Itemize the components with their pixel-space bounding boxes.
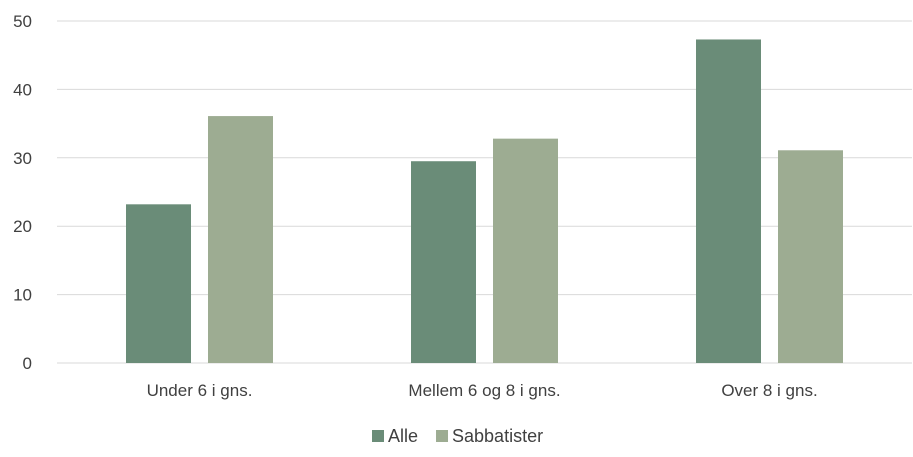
x-category-label-2: Over 8 i gns.: [721, 381, 817, 400]
x-category-label-0: Under 6 i gns.: [147, 381, 253, 400]
gridlines: [57, 20, 912, 364]
y-tick-label-50: 50: [13, 12, 32, 31]
legend: Alle Sabbatister: [372, 426, 543, 446]
bar-sabbatister-1: [493, 138, 558, 363]
y-tick-label-20: 20: [13, 217, 32, 236]
y-tick-label-10: 10: [13, 286, 32, 305]
bar-alle-2: [696, 39, 761, 364]
bar-sabbatister-0: [208, 116, 273, 364]
legend-label-alle: Alle: [388, 426, 418, 446]
x-axis-category-labels: Under 6 i gns. Mellem 6 og 8 i gns. Over 8…: [147, 381, 818, 400]
y-tick-label-40: 40: [13, 80, 32, 99]
x-category-label-1: Mellem 6 og 8 i gns.: [408, 381, 560, 400]
bar-sabbatister-2: [778, 150, 843, 363]
legend-swatch-sabbatister: [436, 430, 449, 442]
legend-label-sabbatister: Sabbatister: [452, 426, 543, 446]
y-tick-label-30: 30: [13, 149, 32, 168]
y-axis-tick-labels: 0 10 20 30 40 50: [13, 12, 32, 373]
y-tick-label-0: 0: [23, 354, 32, 373]
bar-alle-0: [126, 204, 191, 363]
legend-swatch-alle: [372, 430, 384, 442]
bars: [126, 39, 843, 364]
bar-alle-1: [411, 161, 476, 363]
